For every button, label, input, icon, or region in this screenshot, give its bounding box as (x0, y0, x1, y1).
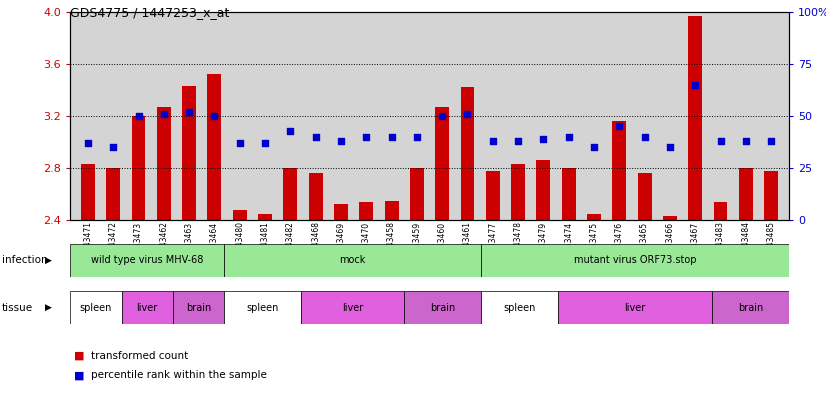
Bar (587, 213, 601, 220)
Bar (233, 210, 247, 220)
Bar (410, 168, 424, 220)
Bar (536, 160, 550, 220)
Text: brain: brain (738, 303, 763, 312)
Point (208, 113, 221, 119)
Bar (511, 164, 525, 220)
Bar (131, 116, 145, 220)
Text: wild type virus MHV-68: wild type virus MHV-68 (91, 255, 203, 265)
Point (259, 140, 272, 146)
Bar (435, 107, 449, 220)
Point (765, 138, 778, 144)
Text: mutant virus ORF73.stop: mutant virus ORF73.stop (573, 255, 696, 265)
Point (739, 138, 752, 144)
Text: tissue: tissue (2, 303, 33, 312)
Bar (207, 74, 221, 220)
Text: spleen: spleen (79, 303, 112, 312)
Text: transformed count: transformed count (91, 351, 188, 361)
Text: brain: brain (186, 303, 211, 312)
FancyBboxPatch shape (70, 291, 121, 324)
Bar (663, 216, 676, 220)
Point (233, 140, 246, 146)
Bar (283, 168, 297, 220)
Bar (107, 168, 121, 220)
FancyBboxPatch shape (173, 291, 224, 324)
Point (157, 111, 170, 117)
FancyBboxPatch shape (301, 291, 404, 324)
Bar (714, 202, 728, 220)
Bar (764, 171, 778, 220)
Bar (309, 173, 323, 220)
Bar (461, 87, 474, 220)
Point (461, 111, 474, 117)
Text: ■: ■ (74, 351, 85, 361)
FancyBboxPatch shape (404, 291, 481, 324)
Bar (183, 86, 196, 220)
Point (309, 134, 322, 140)
Bar (334, 204, 348, 220)
Point (359, 134, 373, 140)
Point (613, 123, 626, 130)
Bar (638, 173, 652, 220)
Bar (81, 164, 95, 220)
Point (183, 108, 196, 115)
Text: infection: infection (2, 255, 47, 265)
Text: spleen: spleen (246, 303, 279, 312)
FancyBboxPatch shape (224, 291, 301, 324)
Text: mock: mock (339, 255, 366, 265)
FancyBboxPatch shape (481, 291, 558, 324)
Point (689, 82, 702, 88)
Point (663, 144, 676, 150)
Bar (612, 121, 626, 220)
Text: liver: liver (136, 303, 158, 312)
Point (714, 138, 727, 144)
Point (587, 144, 601, 150)
Text: GDS4775 / 1447253_x_at: GDS4775 / 1447253_x_at (70, 6, 230, 19)
FancyBboxPatch shape (712, 291, 789, 324)
FancyBboxPatch shape (481, 244, 789, 277)
Point (537, 136, 550, 142)
Text: ▶: ▶ (45, 256, 52, 265)
Point (385, 134, 398, 140)
Point (284, 127, 297, 134)
Point (411, 134, 424, 140)
Bar (486, 171, 500, 220)
Bar (359, 202, 373, 220)
Point (132, 113, 145, 119)
FancyBboxPatch shape (121, 291, 173, 324)
Bar (688, 16, 702, 220)
Point (81, 140, 94, 146)
Point (511, 138, 525, 144)
Point (487, 138, 500, 144)
Point (562, 134, 575, 140)
Text: percentile rank within the sample: percentile rank within the sample (91, 370, 267, 380)
Point (335, 138, 348, 144)
FancyBboxPatch shape (558, 291, 712, 324)
Point (638, 134, 651, 140)
Point (435, 113, 449, 119)
FancyBboxPatch shape (70, 244, 224, 277)
Text: brain: brain (430, 303, 455, 312)
Bar (258, 213, 272, 220)
FancyBboxPatch shape (224, 244, 481, 277)
Text: ■: ■ (74, 370, 85, 380)
Point (107, 144, 120, 150)
Text: liver: liver (624, 303, 645, 312)
Text: spleen: spleen (503, 303, 535, 312)
Text: ▶: ▶ (45, 303, 52, 312)
Bar (738, 168, 752, 220)
Bar (385, 200, 398, 220)
Bar (562, 168, 576, 220)
Bar (157, 107, 171, 220)
Text: liver: liver (342, 303, 363, 312)
